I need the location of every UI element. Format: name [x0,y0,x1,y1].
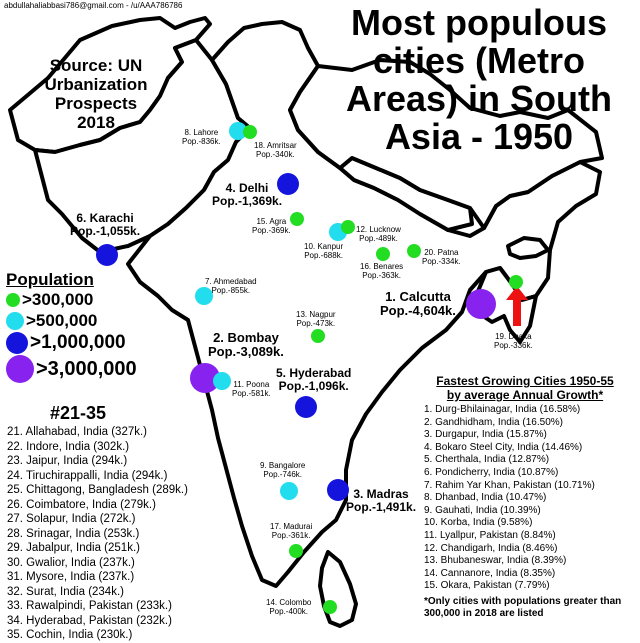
city-label-ahmedabad: 7. Ahmedabad Pop.-855k. [205,277,257,295]
city-label-madurai: 17. Madurai Pop.-361k. [270,522,313,540]
list-item: 12. Chandigarh, India (8.46%) [424,542,558,554]
title-line-4: Asia - 1950 [384,116,574,157]
fastest-growing-list: 1. Durg-Bhilainagar, India (16.58%) 2. G… [424,404,595,593]
city-label-patna: 20. Patna Pop.-334k. [422,248,461,266]
city-label-lahore: 8. Lahore Pop.-836k. [182,128,221,146]
list-item: 1. Durg-Bhilainagar, India (16.58%) [424,404,581,415]
city-label-dhaka: 19. Dhaka Pop.-336k. [494,332,533,350]
list-item: 29. Jabalpur, India (251k.) [7,542,140,554]
list-item: 27. Solapur, India (272k.) [7,513,136,525]
city-dot-lahore [229,122,247,140]
legend-dot-3m [6,355,34,383]
map-title: Most populous cities (Metro Areas) in So… [320,4,638,156]
list-item: 7. Rahim Yar Khan, Pakistan (10.71%) [424,479,595,491]
list-item: 30. Gwalior, India (237k.) [7,556,135,569]
list-item: 23. Jaipur, India (294k.) [7,455,128,467]
city-label-colombo: 14. Colombo Pop.-400k. [266,598,312,616]
source-note: Source: UN Urbanization Prospects 2018 [34,56,158,132]
city-label-delhi: 4. Delhi Pop.-1,369k. [212,181,283,208]
list-item: 6. Pondicherry, India (10.87%) [424,466,559,478]
city-dot-benares [376,247,390,261]
city-dot-delhi [277,173,299,195]
city-dot-dhaka [509,275,523,289]
legend-item-3m: >3,000,000 [6,355,137,383]
list-item: 35. Cochin, India (230k.) [7,629,133,641]
sri-lanka-outline [318,550,358,628]
source-line-2: Urbanization [44,75,148,94]
city-dot-karachi [96,244,118,266]
list-item: 10. Korba, India (9.58%) [424,517,533,529]
list-item: 24. Tiruchirappalli, India (294k.) [7,469,168,482]
fastest-growing-footnote: *Only cities with populations greater th… [424,596,622,619]
list-item: 34. Hyderabad, Pakistan (232k.) [7,614,172,627]
city-label-bombay: 2. Bombay Pop.-3,089k. [208,330,284,359]
bhutan-outline [506,236,550,260]
city-label-bangalore: 9. Bangalore Pop.-746k. [260,461,306,479]
source-line-1: Source: UN [49,56,143,75]
tibet-outline [288,58,604,230]
city-label-poona: 11. Poona Pop.-581k. [232,380,271,398]
city-label-karachi: 6. Karachi Pop.-1,055k. [70,211,141,238]
legend-item-1m: >1,000,000 [6,332,137,354]
list-item: 32. Surat, India (234k.) [7,585,124,598]
list-item: 14. Cannanore, India (8.35%) [424,567,556,579]
title-line-2: cities (Metro [372,40,586,81]
city-label-benares: 16. Benares Pop.-363k. [360,262,404,280]
city-label-nagpur: 13. Nagpur Pop.-473k. [296,310,336,328]
list-item: 25. Chittagong, Bangladesh (289k.) [7,484,188,496]
rank-21-35-title: #21-35 [50,403,107,423]
fastest-growing-title: Fastest Growing Cities 1950-55 by averag… [436,374,614,402]
source-line-3: Prospects 2018 [54,94,138,132]
city-label-madras: 3. Madras Pop.-1,491k. [346,487,417,514]
city-dot-bangalore [280,482,298,500]
city-label-hyderabad: 5. Hyderabad Pop.-1,096k. [276,366,352,393]
city-dot-agra [290,212,304,226]
city-dot-madras [327,479,349,501]
list-item: 22. Indore, India (302k.) [7,440,130,453]
author-credit: abdullahaliabbasi786@gmail.com - /u/AAA7… [4,1,183,10]
city-label-kanpur: 10. Kanpur Pop.-688k. [304,242,344,260]
city-dot-hyderabad [295,396,317,418]
city-dot-nagpur [311,329,325,343]
list-item: 13. Bhubaneswar, India (8.39%) [424,555,567,567]
list-item: 31. Mysore, India (237k.) [7,571,135,583]
list-item: 15. Okara, Pakistan (7.79%) [424,580,550,592]
list-item: 28. Srinagar, India (253k.) [7,527,140,540]
title-line-3: Areas) in South [345,78,613,119]
city-dot-ahmedabad [195,287,213,305]
legend-dot-1m [6,332,28,354]
city-dot-poona [213,372,231,390]
city-dot-bombay [190,363,220,393]
title-line-1: Most populous [351,2,607,43]
city-label-calcutta: 1. Calcutta Pop.-4,604k. [380,289,456,318]
city-dot-calcutta [466,289,496,319]
city-dot-amritsar [243,125,257,139]
legend-dot-500k [6,312,24,330]
population-legend: Population >300,000 >500,000 >1,000,000 … [6,270,137,383]
list-item: 8. Dhanbad, India (10.47%) [424,492,547,504]
city-dot-colombo [323,600,337,614]
list-item: 11. Lyallpur, Pakistan (8.84%) [424,529,556,541]
legend-dot-300k [6,293,20,307]
city-label-amritsar: 18. Amritsar Pop.-340k. [254,141,297,159]
list-item: 2. Gandhidham, India (16.50%) [424,416,563,428]
calcutta-arrow [506,286,528,326]
city-dot-patna [407,244,421,258]
list-item: 33. Rawalpindi, Pakistan (233k.) [7,600,172,612]
list-item: 4. Bokaro Steel City, India (14.46%) [424,441,583,453]
list-item: 3. Durgapur, India (15.87%) [424,429,547,441]
city-label-lucknow: 12. Lucknow Pop.-489k. [356,225,401,243]
legend-title: Population [6,270,94,289]
list-item: 21. Allahabad, India (327k.) [7,426,148,438]
legend-item-300k: >300,000 [6,290,137,310]
list-item: 5. Cherthala, India (12.87%) [424,454,550,466]
city-label-agra: 15. Agra Pop.-369k. [252,217,291,235]
city-dot-madurai [289,544,303,558]
city-dot-lucknow [341,220,355,234]
list-item: 26. Coimbatore, India (279k.) [7,498,156,511]
legend-item-500k: >500,000 [6,311,137,331]
list-item: 9. Gauhati, India (10.39%) [424,504,541,516]
rank-21-35-list: 21. Allahabad, India (327k.) 22. Indore,… [7,425,188,643]
